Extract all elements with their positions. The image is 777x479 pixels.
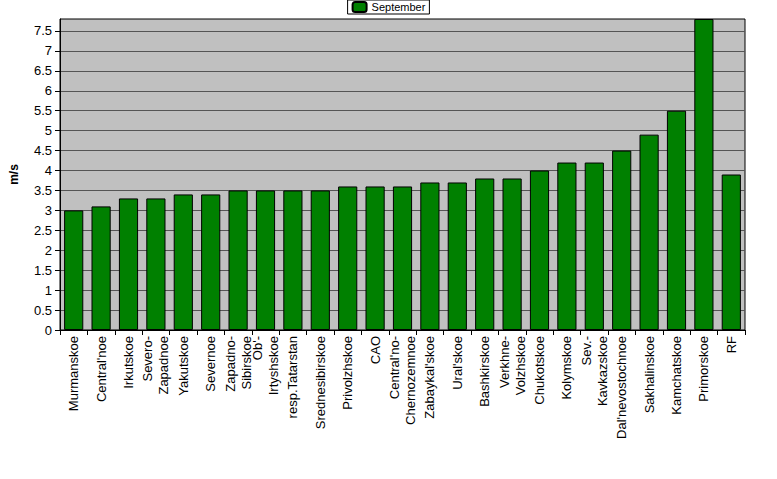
svg-text:Irtyshskoe: Irtyshskoe xyxy=(266,336,281,395)
svg-text:Dal'nevostochnoe: Dal'nevostochnoe xyxy=(614,336,629,439)
svg-text:Zapadnoe: Zapadnoe xyxy=(156,336,171,395)
svg-text:0.5: 0.5 xyxy=(34,303,52,318)
svg-text:CAO: CAO xyxy=(368,336,383,364)
svg-text:1.5: 1.5 xyxy=(34,263,52,278)
svg-text:1: 1 xyxy=(45,283,52,298)
svg-text:Zabaykal'skoe: Zabaykal'skoe xyxy=(422,336,437,419)
svg-text:Primorskoe: Primorskoe xyxy=(696,336,711,402)
svg-text:RF: RF xyxy=(724,336,739,353)
svg-text:4: 4 xyxy=(45,163,52,178)
svg-text:Ural'skoe: Ural'skoe xyxy=(450,336,465,390)
svg-text:Srednesibirskoe: Srednesibirskoe xyxy=(313,336,328,429)
svg-text:3: 3 xyxy=(45,203,52,218)
svg-text:Yakutskoe: Yakutskoe xyxy=(176,336,191,396)
svg-text:Privolzhskoe: Privolzhskoe xyxy=(340,336,355,410)
svg-text:Severnoe: Severnoe xyxy=(203,336,218,392)
svg-text:5.5: 5.5 xyxy=(34,103,52,118)
svg-text:6.5: 6.5 xyxy=(34,63,52,78)
svg-text:September: September xyxy=(372,1,426,13)
svg-text:Sibirskoe: Sibirskoe xyxy=(238,336,254,390)
svg-text:6: 6 xyxy=(45,83,52,98)
svg-text:4.5: 4.5 xyxy=(34,143,52,158)
svg-text:m/s: m/s xyxy=(7,164,21,185)
svg-text:5: 5 xyxy=(45,123,52,138)
svg-text:Chernozemnoe: Chernozemnoe xyxy=(403,336,418,425)
svg-text:Central'noe: Central'noe xyxy=(94,336,109,402)
svg-text:Severo-: Severo- xyxy=(140,336,155,382)
svg-text:resp.Tatarstan: resp.Tatarstan xyxy=(285,336,300,418)
svg-text:Kolymskoe: Kolymskoe xyxy=(559,336,574,400)
svg-text:7: 7 xyxy=(45,43,52,58)
svg-text:Volzhskoe: Volzhskoe xyxy=(513,336,528,395)
svg-text:Sakhalinskoe: Sakhalinskoe xyxy=(642,336,657,413)
svg-text:Verkhne-: Verkhne- xyxy=(497,336,512,388)
svg-text:7.5: 7.5 xyxy=(34,23,52,38)
svg-text:Zapadno-: Zapadno- xyxy=(223,336,238,392)
svg-text:3.5: 3.5 xyxy=(34,183,52,198)
svg-text:Murmanskoe: Murmanskoe xyxy=(66,336,81,411)
svg-text:Chukotskoe: Chukotskoe xyxy=(532,336,547,405)
svg-text:Bashkirskoe: Bashkirskoe xyxy=(477,336,492,407)
svg-text:0: 0 xyxy=(45,323,52,338)
svg-text:Kavkazskoe: Kavkazskoe xyxy=(595,336,610,406)
svg-text:Irkutskoe: Irkutskoe xyxy=(121,336,136,389)
svg-text:Sev.-: Sev.- xyxy=(579,336,594,365)
svg-text:Kamchatskoe: Kamchatskoe xyxy=(669,336,684,415)
svg-text:Central'no-: Central'no- xyxy=(387,336,402,399)
svg-text:2.5: 2.5 xyxy=(34,223,52,238)
svg-text:2: 2 xyxy=(45,243,52,258)
svg-text:Ob'-: Ob'- xyxy=(250,336,265,360)
